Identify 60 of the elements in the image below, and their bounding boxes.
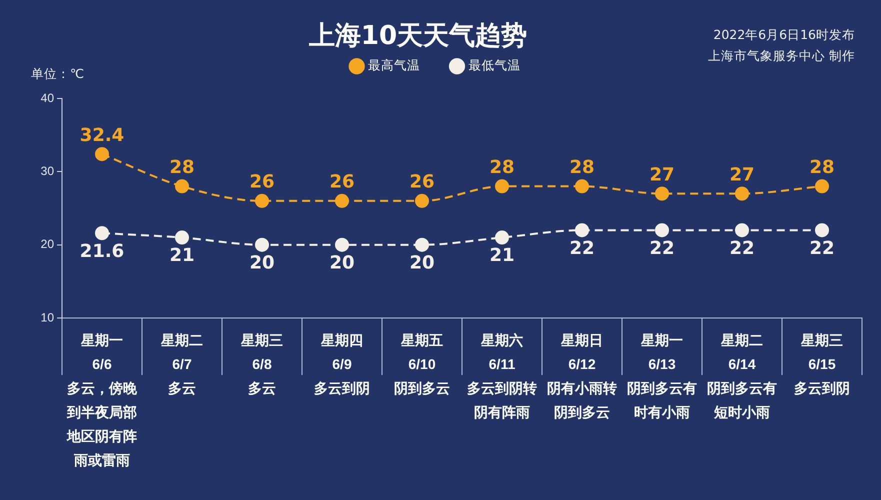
data-label: 27 bbox=[649, 164, 675, 186]
y-tick-label: 10 bbox=[40, 310, 54, 324]
data-label: 21 bbox=[489, 245, 515, 266]
data-label: 28 bbox=[169, 156, 195, 178]
x-tick-label: 星期三 6/8 多云 bbox=[240, 332, 283, 396]
point bbox=[255, 238, 269, 252]
data-label: 22 bbox=[649, 238, 675, 259]
legend-label: 最高气温 bbox=[368, 58, 420, 73]
x-tick-label: 星期二 6/14 阴到多云有短时小雨 bbox=[707, 332, 777, 420]
point bbox=[655, 186, 669, 201]
data-label: 22 bbox=[729, 238, 755, 259]
data-label: 28 bbox=[569, 156, 595, 178]
data-label: 20 bbox=[329, 252, 355, 274]
data-label: 32.4 bbox=[80, 124, 124, 146]
point bbox=[175, 179, 189, 194]
point bbox=[95, 226, 109, 240]
data-label: 22 bbox=[569, 238, 595, 259]
point bbox=[335, 238, 349, 252]
x-tick-label: 星期一 6/13 阴到多云有时有小雨 bbox=[627, 332, 697, 420]
point bbox=[255, 194, 269, 208]
data-label: 28 bbox=[809, 156, 835, 178]
x-tick-label: 星期三 6/15 多云到阴 bbox=[794, 332, 850, 396]
legend-label: 最低气温 bbox=[468, 58, 520, 73]
chart-title: 上海10天天气趋势 bbox=[308, 21, 528, 51]
y-tick-label: 30 bbox=[40, 164, 54, 178]
point bbox=[815, 223, 829, 238]
point bbox=[495, 230, 509, 245]
point bbox=[415, 238, 429, 252]
data-label: 28 bbox=[489, 156, 515, 178]
data-label: 26 bbox=[249, 172, 275, 193]
x-tick-label: 星期六 6/11 多云到阴转阴有阵雨 bbox=[467, 332, 537, 420]
point bbox=[495, 179, 509, 194]
y-axis-title: 单位：℃ bbox=[31, 66, 84, 83]
x-tick-label: 星期五 6/10 阴到多云 bbox=[394, 332, 450, 396]
data-label: 21.6 bbox=[80, 240, 124, 262]
point bbox=[655, 223, 669, 238]
point bbox=[815, 179, 829, 194]
data-label: 22 bbox=[809, 238, 835, 259]
x-tick-label: 星期日 6/12 阴有小雨转阴到多云 bbox=[547, 332, 617, 420]
x-tick-label: 星期二 6/7 多云 bbox=[160, 332, 203, 396]
data-label: 26 bbox=[329, 172, 355, 193]
point bbox=[175, 230, 189, 245]
text: 上海市气象服务中心 制作 bbox=[708, 47, 855, 65]
text: 2022年6月6日16时发布 bbox=[712, 26, 855, 44]
point bbox=[575, 179, 589, 194]
data-label: 20 bbox=[249, 252, 275, 274]
point bbox=[575, 223, 589, 238]
point bbox=[735, 186, 749, 201]
point bbox=[735, 223, 749, 238]
x-tick-label: 星期一 6/6 多云，傍晚到半夜局部地区阴有阵雨或雷雨 bbox=[66, 332, 138, 468]
data-label: 26 bbox=[409, 172, 435, 193]
data-label: 27 bbox=[729, 164, 755, 186]
y-tick-label: 40 bbox=[40, 90, 54, 105]
point bbox=[335, 194, 349, 208]
point bbox=[415, 194, 429, 208]
y-tick-label: 20 bbox=[40, 237, 54, 252]
point bbox=[95, 147, 109, 162]
x-tick-label: 星期四 6/9 多云到阴 bbox=[314, 332, 370, 396]
data-label: 20 bbox=[409, 252, 435, 274]
data-label: 21 bbox=[169, 245, 195, 266]
